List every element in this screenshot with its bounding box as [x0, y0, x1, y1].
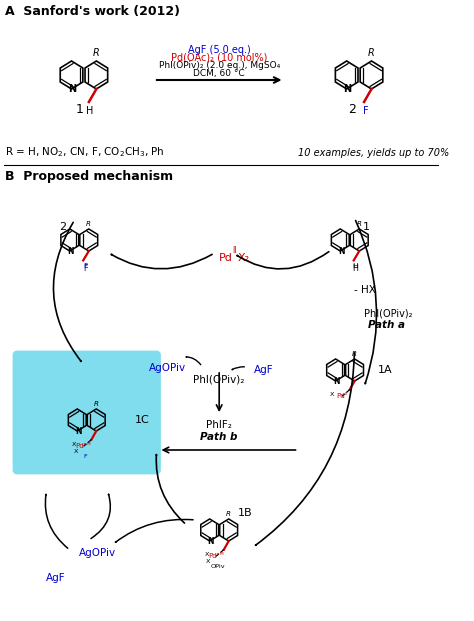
FancyArrowPatch shape: [232, 367, 245, 369]
FancyArrowPatch shape: [356, 220, 377, 384]
Text: H: H: [352, 263, 357, 269]
Text: R: R: [93, 48, 100, 58]
Text: X: X: [204, 552, 209, 557]
Text: F: F: [83, 454, 87, 459]
Text: Path a: Path a: [368, 320, 405, 330]
FancyArrowPatch shape: [156, 455, 184, 523]
Text: PhI(OPiv)₂: PhI(OPiv)₂: [364, 308, 412, 318]
Text: X: X: [72, 442, 76, 447]
Text: DCM, 60 °C: DCM, 60 °C: [193, 69, 245, 78]
FancyArrowPatch shape: [116, 519, 193, 542]
Text: OPiv: OPiv: [211, 564, 226, 569]
FancyArrowPatch shape: [186, 356, 201, 365]
Text: Pdᴵᴵ: Pdᴵᴵ: [336, 393, 347, 399]
Text: X: X: [206, 559, 210, 564]
Text: R = H, NO$_2$, CN, F, CO$_2$CH$_3$, Ph: R = H, NO$_2$, CN, F, CO$_2$CH$_3$, Ph: [5, 145, 164, 159]
Text: R: R: [368, 48, 375, 58]
Text: B  Proposed mechanism: B Proposed mechanism: [5, 170, 173, 183]
FancyBboxPatch shape: [14, 352, 159, 473]
Text: 2: 2: [348, 103, 356, 116]
Text: 1A: 1A: [378, 365, 392, 375]
Text: Path b: Path b: [201, 432, 238, 442]
Text: 1: 1: [363, 222, 370, 232]
Text: X: X: [73, 449, 78, 454]
Text: 1: 1: [75, 103, 83, 116]
Text: F: F: [363, 106, 369, 116]
Text: II: II: [232, 246, 237, 255]
Text: N: N: [208, 537, 214, 546]
Text: AgF: AgF: [46, 573, 66, 583]
Text: 1C: 1C: [135, 415, 150, 425]
Text: 10 examples, yields up to 70%: 10 examples, yields up to 70%: [299, 148, 450, 158]
Text: PhIF₂: PhIF₂: [206, 420, 232, 430]
Text: X: X: [330, 392, 335, 397]
Text: Pdᵉᴹ: Pdᵉᴹ: [208, 553, 224, 560]
Text: 2: 2: [59, 222, 66, 232]
Text: N: N: [67, 247, 74, 256]
Text: R: R: [94, 401, 99, 407]
Text: AgF: AgF: [254, 365, 274, 375]
Text: H: H: [86, 106, 93, 116]
Text: - HX: - HX: [355, 285, 376, 295]
Text: R: R: [86, 221, 91, 227]
Text: A  Sanford's work (2012): A Sanford's work (2012): [5, 5, 180, 18]
Text: AgOPiv: AgOPiv: [79, 548, 117, 558]
Text: N: N: [333, 376, 340, 386]
Text: Pd(OAc)₂ (10 mol%): Pd(OAc)₂ (10 mol%): [171, 53, 267, 63]
Text: N: N: [344, 84, 352, 94]
Text: F: F: [83, 265, 87, 273]
Text: AgF (5.0 eq.): AgF (5.0 eq.): [188, 45, 251, 55]
Text: R: R: [352, 351, 357, 357]
Text: N: N: [75, 427, 82, 435]
Text: H: H: [353, 265, 358, 273]
Text: N: N: [338, 247, 345, 256]
Text: PhI(OPiv)₂: PhI(OPiv)₂: [193, 375, 245, 385]
FancyArrowPatch shape: [111, 255, 212, 269]
Text: N: N: [68, 84, 76, 94]
FancyArrowPatch shape: [255, 353, 355, 545]
Text: 1B: 1B: [238, 508, 253, 518]
Text: R: R: [357, 221, 362, 227]
Text: PhI(OPiv)₂ (2.0 eq.), MgSO₄: PhI(OPiv)₂ (2.0 eq.), MgSO₄: [159, 61, 280, 70]
Text: F: F: [83, 263, 87, 269]
Text: Pdᵉᴹ: Pdᵉᴹ: [76, 443, 91, 450]
FancyArrowPatch shape: [54, 222, 81, 361]
FancyArrowPatch shape: [91, 494, 110, 538]
Text: X₂: X₂: [238, 253, 250, 263]
FancyArrowPatch shape: [46, 494, 68, 548]
Text: R: R: [226, 511, 231, 517]
Text: Pd: Pd: [219, 253, 233, 263]
Text: AgOPiv: AgOPiv: [149, 363, 186, 373]
FancyArrowPatch shape: [237, 252, 329, 269]
